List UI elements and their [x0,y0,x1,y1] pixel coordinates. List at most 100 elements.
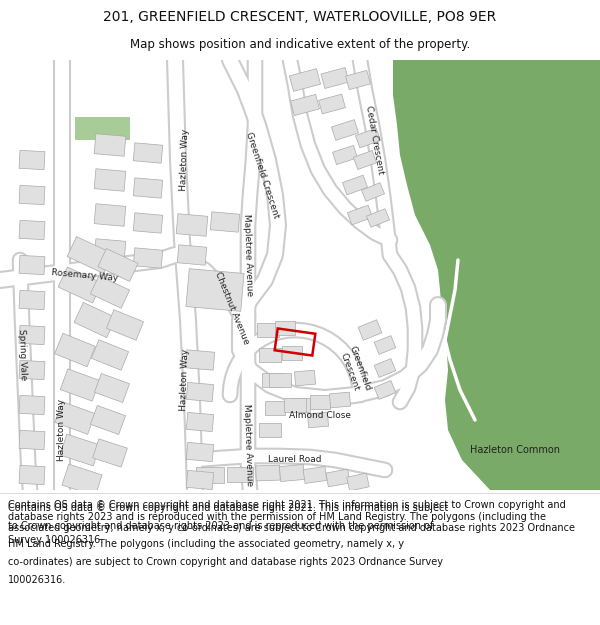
Bar [262,373,282,387]
Bar [343,175,368,195]
Text: Hazleton Way: Hazleton Way [58,399,67,461]
Bar [290,94,319,116]
Bar [133,143,163,163]
Bar [94,134,126,156]
Bar [19,431,45,449]
Bar [329,392,350,408]
Bar [94,374,130,402]
Text: Almond Close: Almond Close [289,411,351,419]
Text: Hazleton Way: Hazleton Way [179,349,191,411]
Bar [259,423,281,437]
Bar [227,466,253,481]
Polygon shape [393,60,600,490]
Bar [257,323,279,337]
Bar [133,248,163,268]
Text: Hazleton Way: Hazleton Way [179,129,191,191]
Bar [269,373,291,387]
Bar [275,329,316,356]
Bar [91,406,125,434]
Text: Laurel Road: Laurel Road [268,456,322,464]
Bar [19,326,45,344]
Bar [19,221,45,239]
Bar [319,94,346,114]
Bar [275,321,295,335]
Bar [367,209,389,227]
Bar [331,119,359,141]
Bar [94,169,126,191]
Text: Rosemary Way: Rosemary Way [51,268,119,282]
Bar [62,464,102,496]
Bar [55,402,95,434]
Bar [332,146,358,164]
Text: to Crown copyright and database rights 2023 and is reproduced with the permissio: to Crown copyright and database rights 2… [8,521,433,531]
Bar [91,340,128,370]
Bar [19,186,45,204]
Bar [282,346,302,360]
Bar [91,276,130,308]
Bar [94,204,126,226]
Bar [19,291,45,309]
Bar [289,69,320,91]
Bar [176,214,208,236]
Bar [60,434,100,466]
Bar [347,205,373,225]
Bar [133,178,163,198]
Text: 201, GREENFIELD CRESCENT, WATERLOOVILLE, PO8 9ER: 201, GREENFIELD CRESCENT, WATERLOOVILLE,… [103,10,497,24]
Bar [58,267,102,303]
Text: Mapletree Avenue: Mapletree Avenue [242,404,254,486]
Bar [55,333,95,367]
Text: Greenfield
Crescent: Greenfield Crescent [338,344,372,396]
Bar [256,465,280,481]
Text: Hazleton Common: Hazleton Common [470,445,560,455]
Text: Mapletree Avenue: Mapletree Avenue [242,214,254,296]
Bar [187,382,214,402]
Bar [307,412,329,428]
Bar [94,239,126,261]
Bar [303,466,327,484]
Bar [19,396,45,414]
Text: Cedar Crescent: Cedar Crescent [365,105,385,175]
Text: co-ordinates) are subject to Crown copyright and database rights 2023 Ordnance S: co-ordinates) are subject to Crown copyr… [8,557,443,567]
Bar [106,310,143,340]
Bar [74,302,116,338]
Bar [321,68,349,89]
Polygon shape [75,117,130,140]
Bar [346,71,370,89]
Text: Map shows position and indicative extent of the property.: Map shows position and indicative extent… [130,38,470,51]
Bar [310,395,330,409]
Bar [187,412,214,432]
Bar [60,369,100,401]
Bar [133,213,163,233]
Bar [67,237,113,273]
Bar [326,469,350,487]
Text: Contains OS data © Crown copyright and database right 2021. This information is : Contains OS data © Crown copyright and d… [8,500,575,545]
Bar [210,212,240,232]
Text: Spring Vale: Spring Vale [17,329,28,381]
Bar [361,182,385,201]
Text: Contains OS data © Crown copyright and database right 2021. This information is : Contains OS data © Crown copyright and d… [8,503,448,513]
Bar [355,128,380,148]
Text: Greenfield Crescent: Greenfield Crescent [244,131,280,219]
Bar [196,467,224,483]
Bar [347,473,369,491]
Bar [290,398,310,412]
Bar [177,245,207,265]
Bar [358,320,382,340]
Bar [374,336,396,354]
Bar [19,466,45,484]
Text: 100026316.: 100026316. [8,575,66,585]
Bar [259,348,281,362]
Bar [185,350,215,370]
Text: HM Land Registry. The polygons (including the associated geometry, namely x, y: HM Land Registry. The polygons (includin… [8,539,404,549]
Bar [187,442,214,462]
Bar [374,381,396,399]
Bar [353,151,377,169]
Bar [295,370,316,386]
Bar [265,401,285,415]
Bar [19,361,45,379]
Bar [19,151,45,169]
Text: Chestnut Avenue: Chestnut Avenue [213,271,251,346]
Bar [187,471,214,489]
Bar [98,249,138,281]
Bar [284,398,306,412]
